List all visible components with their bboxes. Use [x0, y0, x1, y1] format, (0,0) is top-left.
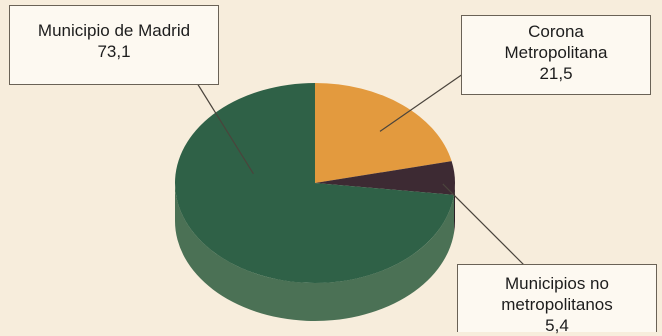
leader-line-municipio-de-madrid — [196, 82, 254, 175]
pie-slice-municipios-no-metropolitanos — [315, 161, 455, 195]
leader-line-municipios-no-metropolitanos — [442, 183, 528, 269]
slice-name: Municipios no metropolitanos — [501, 274, 613, 314]
slice-value: 5,4 — [545, 316, 569, 335]
slice-label-municipios-no-metropolitanos: Municipios no metropolitanos 5,4 — [457, 264, 657, 335]
slice-value: 21,5 — [539, 64, 573, 83]
slice-label-corona-metropolitana: Corona Metropolitana 21,5 — [461, 15, 651, 95]
pie-tops — [175, 83, 455, 283]
pie-side-municipio-de-madrid — [175, 183, 455, 321]
slice-name: Corona Metropolitana — [504, 22, 608, 62]
slice-label-municipio-de-madrid: Municipio de Madrid 73,1 — [9, 5, 219, 85]
slice-name: Municipio de Madrid — [37, 21, 191, 40]
pie-slice-municipio-de-madrid — [175, 83, 455, 283]
slice-value: 73,1 — [97, 42, 131, 61]
pie-slice-corona-metropolitana — [315, 83, 452, 183]
